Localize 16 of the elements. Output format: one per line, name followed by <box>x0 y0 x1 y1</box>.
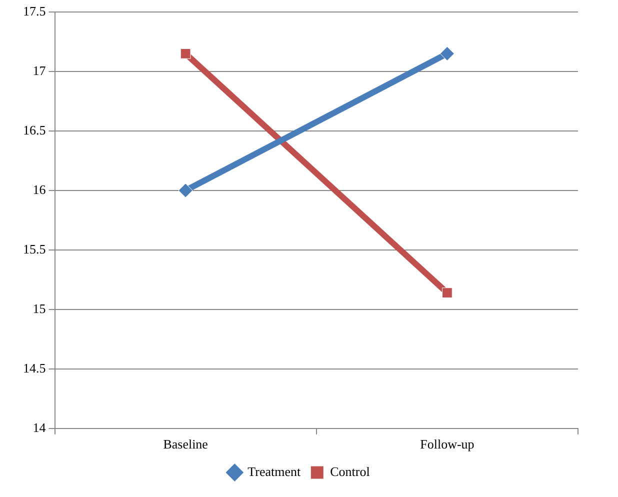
y-tick-label: 16 <box>32 182 46 197</box>
y-tick-label: 17 <box>32 62 46 78</box>
legend-label: Control <box>330 464 370 479</box>
point <box>178 183 193 198</box>
y-tick-label: 15 <box>32 300 46 316</box>
y-tick-label: 17.5 <box>23 3 46 18</box>
point <box>180 48 191 59</box>
x-tick-label: Follow-up <box>420 436 474 452</box>
point <box>440 46 454 61</box>
point <box>442 288 452 298</box>
y-tick-label: 14.5 <box>23 360 46 376</box>
y-tick-label: 16.5 <box>23 122 46 138</box>
y-tick-label: 15.5 <box>23 241 46 256</box>
y-tick-label: 14 <box>32 420 46 435</box>
legend-label: Treatment <box>248 464 302 479</box>
x-tick-label: Baseline <box>163 436 208 452</box>
